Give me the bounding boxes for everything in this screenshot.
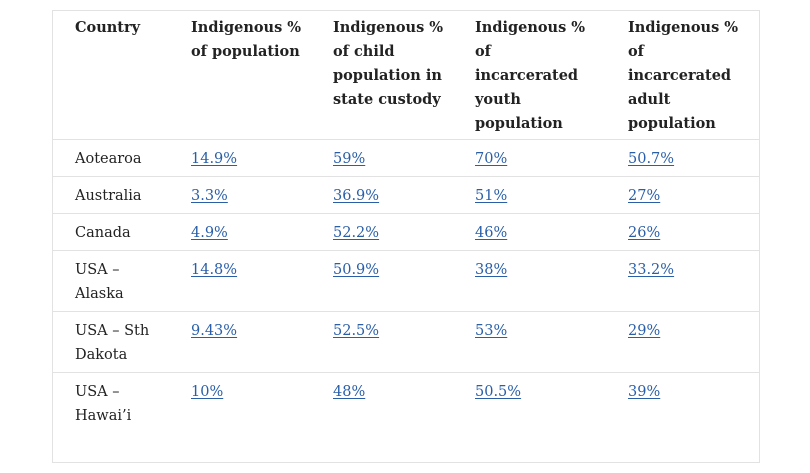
table-header-row: Country Indigenous % of population Indig… xyxy=(53,11,759,140)
value-link[interactable]: 51% xyxy=(475,187,508,204)
value-link[interactable]: 38% xyxy=(475,261,508,278)
data-table-container: Country Indigenous % of population Indig… xyxy=(52,10,760,463)
table-row: Aotearoa 14.9% 59% 70% 50.7% xyxy=(53,139,759,177)
value-cell: 38% xyxy=(453,250,606,312)
value-cell: 39% xyxy=(606,372,759,433)
value-link[interactable]: 48% xyxy=(333,383,366,400)
table-row: USA – Alaska 14.8% 50.9% 38% 33.2% xyxy=(53,250,759,312)
country-cell: Canada xyxy=(53,213,169,251)
value-link[interactable]: 70% xyxy=(475,150,508,167)
value-cell: 53% xyxy=(453,311,606,373)
value-cell: 52.2% xyxy=(311,213,453,251)
value-link[interactable]: 27% xyxy=(628,187,661,204)
value-cell: 9.43% xyxy=(169,311,311,373)
value-link[interactable]: 39% xyxy=(628,383,661,400)
value-cell: 50.9% xyxy=(311,250,453,312)
value-cell: 59% xyxy=(311,139,453,177)
country-cell: USA – Hawai’i xyxy=(75,383,132,424)
value-link[interactable]: 50.5% xyxy=(475,383,522,400)
header-pct-child-custody: Indigenous % of child population in stat… xyxy=(311,11,453,140)
value-link[interactable]: 4.9% xyxy=(191,224,228,241)
value-link[interactable]: 29% xyxy=(628,322,661,339)
value-cell: 4.9% xyxy=(169,213,311,251)
country-cell: USA – Sth Dakota xyxy=(53,311,169,373)
value-cell: 50.5% xyxy=(453,372,606,433)
table-row: USA – Sth Dakota 9.43% 52.5% 53% 29% xyxy=(53,311,759,373)
header-pct-incarcerated-adult: Indigenous % of incarcerated adult popul… xyxy=(606,11,759,140)
country-cell: USA – Alaska xyxy=(53,250,169,312)
value-link[interactable]: 33.2% xyxy=(628,261,675,278)
country-cell: Australia xyxy=(53,176,169,214)
value-cell: 3.3% xyxy=(169,176,311,214)
value-link[interactable]: 10% xyxy=(191,383,224,400)
value-cell: 51% xyxy=(453,176,606,214)
value-cell: 10% xyxy=(169,372,311,433)
value-cell: 33.2% xyxy=(606,250,759,312)
header-pct-population: Indigenous % of population xyxy=(169,11,311,140)
value-link[interactable]: 59% xyxy=(333,150,366,167)
table-row: Canada 4.9% 52.2% 46% 26% xyxy=(53,213,759,251)
value-cell: 46% xyxy=(453,213,606,251)
value-cell: 50.7% xyxy=(606,139,759,177)
value-cell: 29% xyxy=(606,311,759,373)
value-link[interactable]: 52.2% xyxy=(333,224,380,241)
value-cell: 52.5% xyxy=(311,311,453,373)
value-link[interactable]: 3.3% xyxy=(191,187,228,204)
value-link[interactable]: 52.5% xyxy=(333,322,380,339)
value-cell: 70% xyxy=(453,139,606,177)
table-row: Australia 3.3% 36.9% 51% 27% xyxy=(53,176,759,214)
value-link[interactable]: 46% xyxy=(475,224,508,241)
value-cell: 27% xyxy=(606,176,759,214)
value-link[interactable]: 9.43% xyxy=(191,322,238,339)
value-cell: 26% xyxy=(606,213,759,251)
country-cell: Aotearoa xyxy=(53,139,169,177)
value-link[interactable]: 36.9% xyxy=(333,187,380,204)
indigenous-statistics-table: Country Indigenous % of population Indig… xyxy=(53,11,759,433)
value-link[interactable]: 50.7% xyxy=(628,150,675,167)
value-link[interactable]: 14.8% xyxy=(191,261,238,278)
value-cell: 36.9% xyxy=(311,176,453,214)
value-cell: 48% xyxy=(311,372,453,433)
value-cell: 14.8% xyxy=(169,250,311,312)
value-link[interactable]: 14.9% xyxy=(191,150,238,167)
header-pct-incarcerated-youth: Indigenous % of incarcerated youth popul… xyxy=(453,11,606,140)
header-country: Country xyxy=(53,11,169,140)
value-link[interactable]: 50.9% xyxy=(333,261,380,278)
value-link[interactable]: 53% xyxy=(475,322,508,339)
value-link[interactable]: 26% xyxy=(628,224,661,241)
value-cell: 14.9% xyxy=(169,139,311,177)
table-row: USA – Hawai’i 10% 48% 50.5% 39% xyxy=(53,372,759,433)
